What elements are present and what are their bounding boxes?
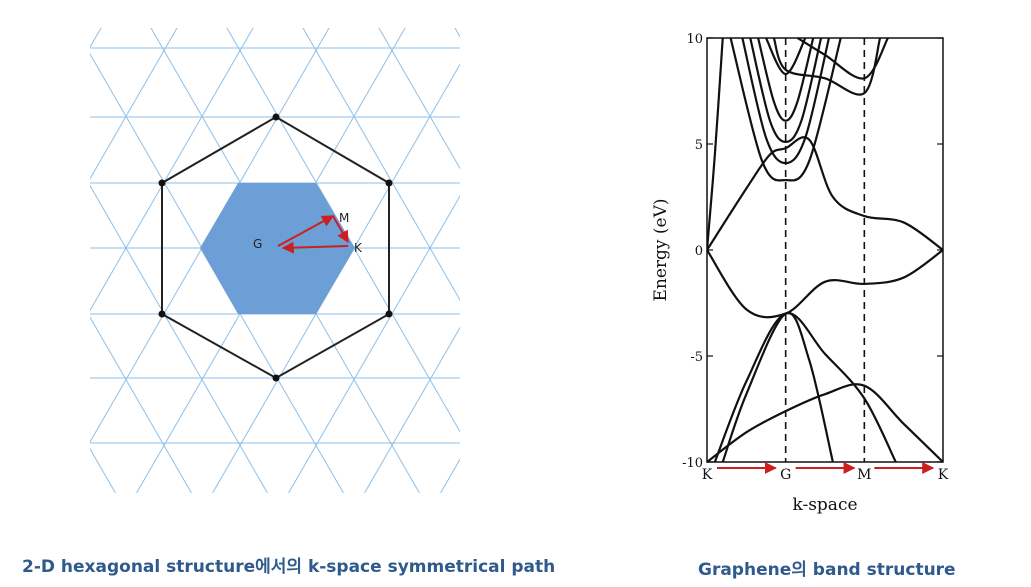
band-structure-chart: 10 5 0 -5 -10 K G M K k-space Energy (eV) [640, 20, 980, 520]
y-tick-label: -5 [690, 350, 703, 365]
band-line [772, 38, 882, 96]
high-symmetry-lines [784, 38, 866, 462]
y-axis-ticks: 10 5 0 -5 -10 [682, 32, 943, 471]
x-tick-label: M [857, 467, 871, 483]
y-tick-label: -10 [682, 456, 703, 471]
band-structure-svg: 10 5 0 -5 -10 K G M K k-space Energy (eV) [651, 32, 949, 515]
path-arrow-m-to-k [332, 215, 349, 244]
band-line [796, 38, 889, 80]
band-line [707, 383, 943, 462]
label-k: K [354, 241, 363, 255]
x-tick-label: K [702, 467, 713, 483]
vertex-dot [385, 179, 393, 187]
path-arrow-k-to-g [281, 241, 349, 254]
vertex-dot [272, 374, 280, 382]
symmetry-path-arrows [277, 215, 349, 254]
lattice-line [90, 28, 194, 493]
band-line [729, 38, 842, 182]
caption-hexagonal: 2-D hexagonal structure에서의 k-space symme… [22, 557, 556, 577]
vertex-dot [158, 179, 166, 187]
lattice-line [90, 184, 269, 493]
path-arrow-g-to-m [277, 215, 335, 247]
lattice-line [362, 28, 460, 493]
hexagonal-lattice-diagram: G M K [90, 28, 460, 493]
lattice-line [302, 28, 460, 301]
vertex-dot [272, 113, 280, 121]
x-tick-label: G [780, 467, 791, 483]
first-brillouin-zone [200, 183, 355, 314]
lattice-line [90, 28, 118, 493]
hexagon-vertices [158, 113, 393, 382]
vertex-dot [385, 310, 393, 318]
y-tick-label: 0 [695, 244, 703, 259]
lattice-svg: G M K [90, 28, 460, 493]
lattice-line [362, 28, 460, 493]
y-axis-label: Energy (eV) [651, 198, 671, 301]
band-line [713, 312, 897, 462]
x-tick-label: K [938, 467, 949, 483]
band-line [707, 136, 943, 251]
lattice-line [90, 28, 118, 493]
vertex-dot [158, 310, 166, 318]
lattice-line [90, 28, 194, 493]
caption-band-structure: Graphene의 band structure [698, 560, 956, 580]
label-m: M [339, 211, 349, 225]
band-line [707, 249, 943, 319]
band-curves [707, 38, 943, 462]
band-line [757, 38, 815, 122]
y-tick-label: 5 [695, 138, 703, 153]
y-tick-label: 10 [686, 32, 703, 47]
band-line [749, 38, 823, 143]
x-axis-label: k-space [792, 495, 857, 515]
label-g: G [253, 237, 262, 251]
band-line [707, 38, 724, 251]
band-line [721, 311, 834, 462]
